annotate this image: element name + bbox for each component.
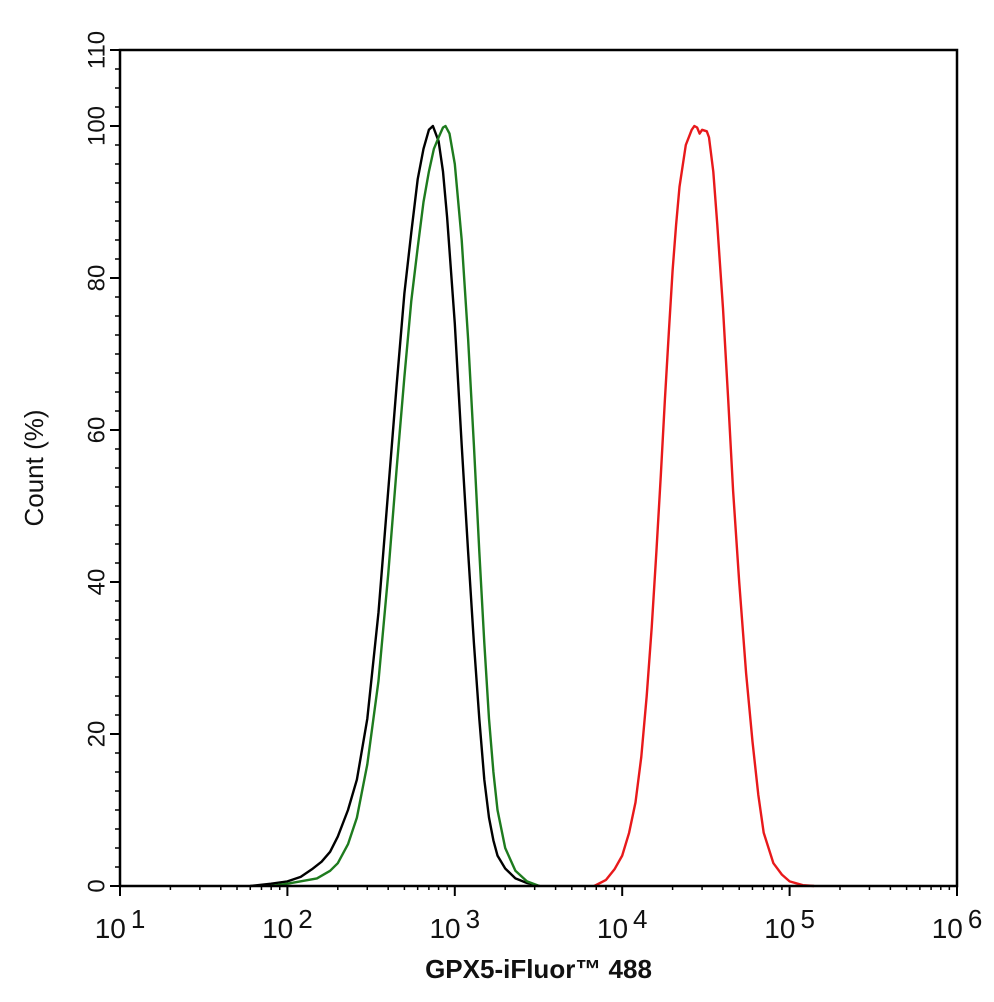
y-tick-label: 0	[83, 879, 110, 892]
y-axis: 0 20 40 60 80 100 110	[83, 31, 120, 893]
y-axis-title: Count (%)	[19, 409, 49, 526]
x-tick-label: 10 4	[597, 904, 648, 944]
x-axis: 10 1 10 2 10 3 10 4 10 5 10 6	[95, 886, 983, 944]
y-tick-label: 20	[83, 721, 110, 748]
x-tick-label: 10 1	[95, 904, 146, 944]
y-tick-label: 100	[83, 106, 110, 146]
y-tick-label: 110	[83, 31, 110, 69]
y-tick-label: 60	[83, 417, 110, 444]
plot-frame	[118, 48, 959, 888]
x-tick-label: 10 6	[932, 904, 983, 944]
y-tick-label: 40	[83, 569, 110, 596]
series-line-1	[250, 124, 540, 888]
series-line-2	[271, 124, 540, 888]
x-tick-label: 10 2	[262, 904, 313, 944]
y-tick-label: 80	[83, 265, 110, 292]
x-tick-label: 10 5	[764, 904, 815, 944]
x-axis-title: GPX5-iFluor™ 488	[425, 954, 652, 984]
series-group	[250, 124, 815, 888]
series-line-3	[593, 124, 815, 888]
x-tick-label: 10 3	[429, 904, 480, 944]
